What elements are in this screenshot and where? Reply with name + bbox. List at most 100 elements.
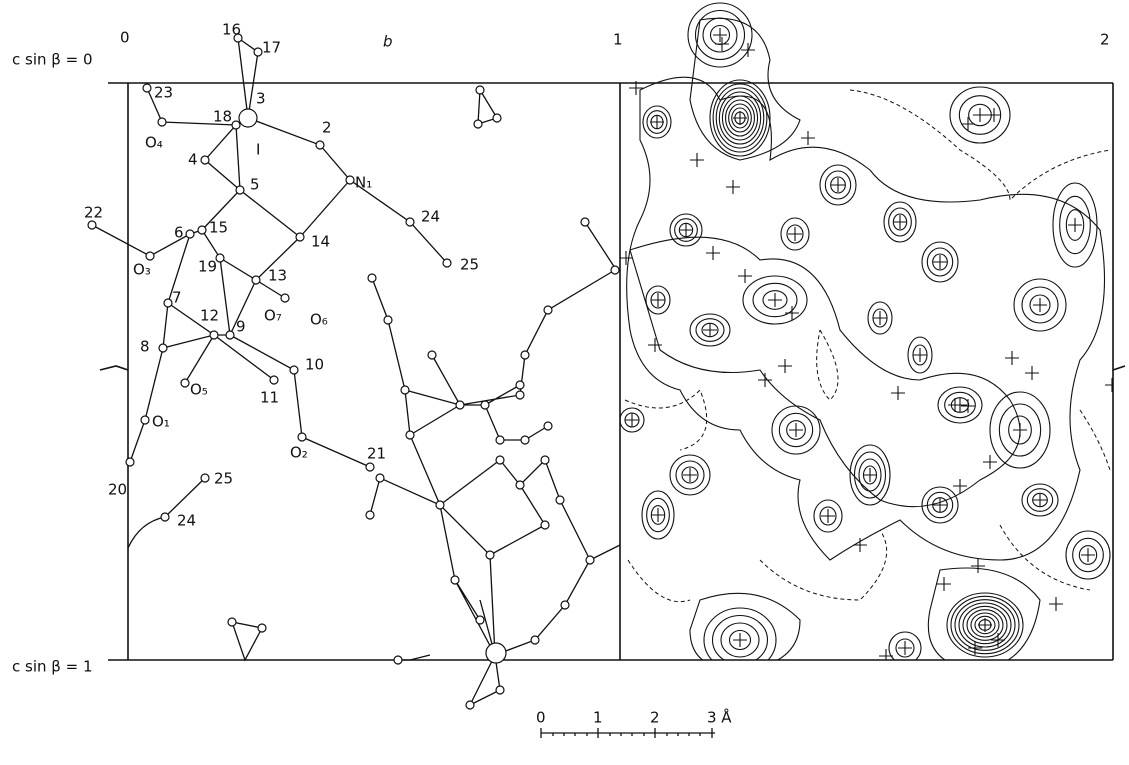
atom-label: 23: [154, 84, 173, 102]
atom: [496, 436, 504, 444]
contour: [630, 237, 1020, 507]
atom: [216, 254, 224, 262]
atom: [531, 636, 539, 644]
scale-label: 0: [536, 709, 546, 727]
atom: [236, 186, 244, 194]
atom-label: O₁: [152, 413, 170, 431]
atom: [346, 176, 354, 184]
peak: [961, 117, 975, 131]
peak: [713, 28, 727, 42]
atom: [401, 386, 409, 394]
atom: [476, 616, 484, 624]
atom-label: 12: [200, 307, 219, 325]
atom: [281, 294, 289, 302]
atom: [521, 436, 529, 444]
atom-label: 15: [209, 219, 228, 237]
peak: [987, 108, 1001, 122]
atom: [159, 344, 167, 352]
atom-label: 18: [213, 108, 232, 126]
peak: [971, 559, 985, 573]
atom: [226, 331, 234, 339]
atom-label: O₃: [133, 261, 151, 279]
peak: [690, 153, 704, 167]
zero-contour: [760, 530, 887, 600]
atom-label: 14: [311, 233, 330, 251]
atom-markers: [88, 34, 619, 709]
atom-label: 8: [140, 338, 150, 356]
atom: [164, 299, 172, 307]
zero-contour: [1080, 410, 1110, 470]
atom: [394, 656, 402, 664]
label: c sin β = 0: [12, 51, 93, 69]
atom-label: 25: [214, 470, 233, 488]
atom: [252, 276, 260, 284]
scale-label: 3 Å: [707, 708, 732, 727]
atom-label: 9: [236, 318, 246, 336]
atom-label: 24: [177, 512, 196, 530]
peak: [738, 269, 752, 283]
atom-label: O₂: [290, 444, 308, 462]
atom: [443, 259, 451, 267]
atom: [474, 120, 482, 128]
atom: [516, 391, 524, 399]
peak: [1081, 548, 1095, 562]
atom: [366, 511, 374, 519]
atom: [451, 576, 459, 584]
atom-label: 16: [222, 21, 241, 39]
atom: [88, 221, 96, 229]
peak: [853, 538, 867, 552]
peak: [821, 509, 835, 523]
peak: [788, 227, 802, 241]
atom: [384, 316, 392, 324]
atom: [143, 84, 151, 92]
contour: [928, 568, 1040, 670]
atom: [201, 156, 209, 164]
zero-contour: [817, 330, 838, 400]
atom: [141, 416, 149, 424]
atom: [556, 496, 564, 504]
atom: [436, 501, 444, 509]
atom: [406, 218, 414, 226]
atom: [201, 474, 209, 482]
atom: [258, 624, 266, 632]
label: c sin β = 1: [12, 658, 93, 676]
atom-label: 20: [108, 481, 127, 499]
peak: [1049, 597, 1063, 611]
atom-label: 19: [198, 258, 217, 276]
atom: [181, 379, 189, 387]
label: 1: [613, 31, 623, 49]
peak: [961, 399, 975, 413]
peak: [801, 131, 815, 145]
density-map: [619, 3, 1119, 672]
atom-label: 21: [367, 445, 386, 463]
label: 0: [120, 29, 130, 47]
peak: [1105, 378, 1119, 392]
atom: [198, 226, 206, 234]
atom: [228, 618, 236, 626]
atom: [493, 114, 501, 122]
atom-label: O₄: [145, 134, 163, 152]
atom: [376, 474, 384, 482]
atom-label: 24: [421, 208, 440, 226]
atom: [210, 331, 218, 339]
peak: [983, 455, 997, 469]
atom: [586, 556, 594, 564]
atom: [481, 401, 489, 409]
atom: [541, 456, 549, 464]
atom: [544, 306, 552, 314]
peak: [831, 178, 845, 192]
atom: [368, 274, 376, 282]
peak: [978, 618, 992, 632]
label: b: [383, 33, 393, 51]
peak: [715, 37, 729, 51]
atom: [161, 513, 169, 521]
atom: [476, 86, 484, 94]
atom: [232, 121, 240, 129]
atom-label: 2: [322, 119, 332, 137]
scale-label: 2: [650, 709, 660, 727]
atom: [541, 521, 549, 529]
atom: [486, 551, 494, 559]
atom: [496, 686, 504, 694]
atom-label: N₁: [355, 174, 372, 192]
peak: [789, 423, 803, 437]
